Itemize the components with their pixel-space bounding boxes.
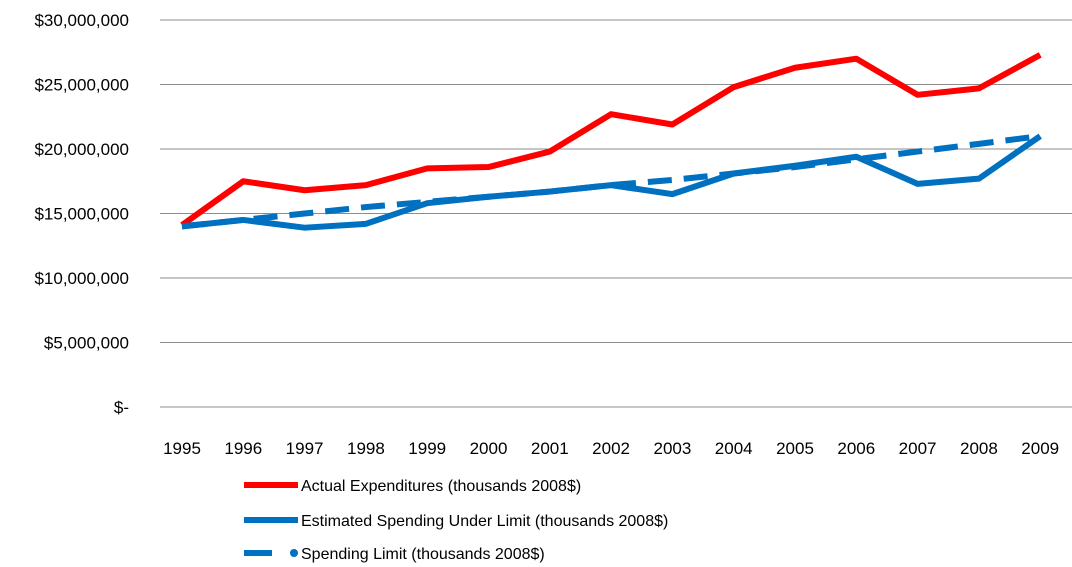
legend-item-1: Actual Expenditures (thousands 2008$): [244, 478, 581, 495]
y-tick-label: $5,000,000: [44, 334, 129, 353]
x-tick-label: 2001: [531, 439, 569, 458]
legend: Actual Expenditures (thousands 2008$) Est…: [244, 478, 668, 563]
series-line-1: [180, 52, 1042, 228]
x-tick-label: 2003: [653, 439, 691, 458]
y-tick-label: $30,000,000: [34, 11, 129, 30]
x-tick-label: 2006: [837, 439, 875, 458]
y-axis-tick-labels: $- $5,000,000 $10,000,000 $15,000,000 $20,00…: [34, 11, 129, 417]
y-tick-label: $15,000,000: [34, 205, 129, 224]
legend-label: Estimated Spending Under Limit (thousand…: [301, 513, 668, 530]
legend-swatch-dot: [290, 549, 298, 557]
x-tick-label: 1997: [286, 439, 324, 458]
x-tick-label: 2000: [470, 439, 508, 458]
y-tick-label: $25,000,000: [34, 76, 129, 95]
series-lines: [180, 52, 1042, 231]
x-axis-tick-labels: 1995 1996 1997 1998 1999 2000 2001 2002 2003 2004…: [163, 439, 1059, 458]
series-line-2: [181, 133, 1042, 231]
legend-label: Spending Limit (thousands 2008$): [301, 546, 545, 563]
legend-label: Actual Expenditures (thousands 2008$): [301, 478, 581, 495]
x-tick-label: 1998: [347, 439, 385, 458]
x-tick-label: 1996: [224, 439, 262, 458]
x-tick-label: 2008: [960, 439, 998, 458]
x-tick-label: 2004: [715, 439, 753, 458]
legend-item-3: Spending Limit (thousands 2008$): [244, 546, 545, 563]
y-tick-label: $10,000,000: [34, 269, 129, 288]
x-tick-label: 2009: [1021, 439, 1059, 458]
y-tick-label: $20,000,000: [34, 140, 129, 159]
x-tick-label: 2005: [776, 439, 814, 458]
x-tick-label: 2007: [899, 439, 937, 458]
legend-item-2: Estimated Spending Under Limit (thousand…: [244, 513, 668, 530]
x-tick-label: 1995: [163, 439, 201, 458]
y-tick-label: $-: [114, 398, 129, 417]
x-tick-label: 1999: [408, 439, 446, 458]
x-tick-label: 2002: [592, 439, 630, 458]
